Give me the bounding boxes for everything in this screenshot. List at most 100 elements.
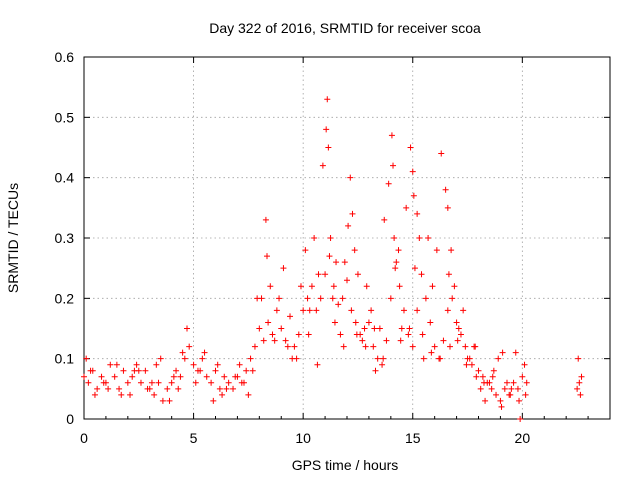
data-point bbox=[201, 349, 208, 356]
data-point bbox=[381, 216, 388, 223]
data-point bbox=[280, 265, 287, 272]
data-point bbox=[371, 325, 378, 332]
data-point bbox=[387, 295, 394, 302]
data-point bbox=[164, 385, 171, 392]
data-point bbox=[411, 265, 418, 272]
data-point bbox=[144, 385, 151, 392]
data-point bbox=[507, 391, 514, 398]
data-point bbox=[302, 247, 309, 254]
data-point bbox=[208, 379, 215, 386]
data-point bbox=[457, 331, 464, 338]
data-point bbox=[451, 283, 458, 290]
data-point bbox=[409, 168, 416, 175]
data-point bbox=[463, 361, 470, 368]
data-point bbox=[225, 379, 232, 386]
data-point bbox=[392, 265, 399, 272]
data-point bbox=[376, 325, 383, 332]
data-point bbox=[335, 301, 342, 308]
data-point bbox=[214, 361, 221, 368]
data-point bbox=[374, 355, 381, 362]
y-axis-label: SRMTID / TECUs bbox=[5, 183, 21, 293]
data-point bbox=[498, 403, 505, 410]
data-point bbox=[433, 247, 440, 254]
data-point bbox=[260, 337, 267, 344]
data-point bbox=[247, 355, 254, 362]
data-point bbox=[295, 331, 302, 338]
data-point bbox=[391, 235, 398, 241]
data-point bbox=[397, 337, 404, 344]
data-point bbox=[192, 379, 199, 386]
data-point bbox=[510, 379, 517, 386]
data-point bbox=[179, 349, 186, 356]
data-point bbox=[489, 373, 496, 380]
data-point bbox=[264, 253, 271, 260]
x-tick-label: 20 bbox=[515, 430, 531, 446]
data-point bbox=[210, 397, 217, 404]
data-point bbox=[91, 391, 98, 398]
data-point bbox=[291, 343, 298, 350]
data-point bbox=[120, 367, 127, 374]
data-point bbox=[365, 319, 372, 326]
data-point bbox=[324, 96, 331, 103]
data-point bbox=[508, 385, 515, 392]
data-point bbox=[148, 379, 155, 386]
data-point bbox=[181, 355, 188, 362]
data-point bbox=[354, 271, 361, 278]
data-point bbox=[313, 307, 320, 314]
data-point bbox=[353, 331, 360, 338]
data-point bbox=[203, 373, 210, 380]
data-point bbox=[256, 325, 263, 332]
data-point bbox=[462, 343, 469, 350]
data-point bbox=[98, 373, 105, 380]
data-point bbox=[323, 126, 330, 133]
data-point bbox=[186, 343, 193, 350]
data-point bbox=[308, 283, 315, 290]
data-point bbox=[129, 373, 136, 380]
data-point bbox=[438, 150, 445, 157]
data-point bbox=[420, 355, 427, 362]
data-point bbox=[448, 247, 455, 254]
x-tick-label: 5 bbox=[190, 430, 198, 446]
data-point bbox=[396, 283, 403, 290]
data-point bbox=[409, 343, 416, 350]
data-point bbox=[326, 253, 333, 260]
data-point bbox=[273, 307, 280, 314]
data-point bbox=[113, 361, 120, 368]
data-point bbox=[398, 325, 405, 332]
data-point bbox=[495, 355, 502, 362]
data-point bbox=[362, 343, 369, 350]
y-tick-label: 0.5 bbox=[55, 109, 75, 125]
data-point bbox=[258, 295, 265, 302]
data-point bbox=[522, 391, 529, 398]
data-point bbox=[388, 132, 395, 139]
data-point bbox=[395, 247, 402, 254]
data-point bbox=[455, 325, 462, 332]
data-point bbox=[363, 283, 370, 290]
data-point bbox=[361, 325, 368, 332]
data-point bbox=[406, 325, 413, 332]
data-point bbox=[344, 277, 350, 284]
data-point bbox=[155, 379, 162, 386]
data-point bbox=[390, 162, 397, 169]
data-point bbox=[379, 361, 386, 368]
data-point bbox=[490, 367, 497, 374]
data-point bbox=[425, 235, 432, 241]
data-point bbox=[368, 307, 375, 314]
data-point bbox=[418, 271, 425, 278]
data-point bbox=[166, 397, 173, 404]
data-point bbox=[403, 204, 410, 211]
data-point bbox=[314, 361, 321, 368]
data-point bbox=[501, 385, 508, 392]
data-point bbox=[133, 361, 140, 368]
data-point bbox=[333, 259, 340, 266]
data-point bbox=[347, 174, 354, 181]
data-point bbox=[372, 367, 379, 374]
data-point bbox=[329, 295, 336, 302]
data-point bbox=[385, 180, 392, 187]
data-point bbox=[232, 373, 239, 380]
data-point bbox=[251, 343, 258, 350]
data-point bbox=[311, 235, 318, 241]
data-point bbox=[442, 186, 449, 193]
data-point bbox=[337, 331, 344, 338]
